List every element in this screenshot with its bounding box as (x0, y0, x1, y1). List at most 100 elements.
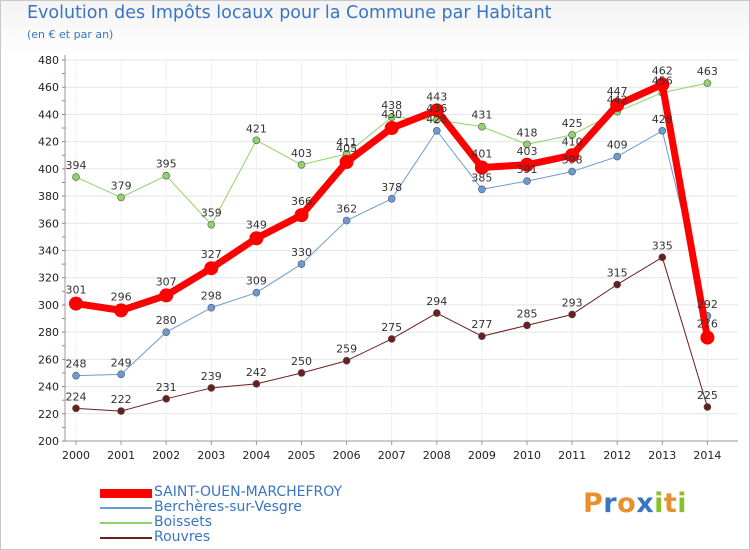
data-point (207, 384, 216, 392)
x-tick-label: 2007 (378, 449, 406, 462)
data-point (658, 126, 667, 135)
data-label: 401 (471, 147, 492, 160)
x-tick-label: 2006 (333, 449, 361, 462)
y-tick-label: 220 (38, 408, 59, 421)
y-tick-label: 340 (38, 245, 59, 258)
x-tick-label: 2014 (693, 449, 721, 462)
y-tick-label: 260 (38, 353, 59, 366)
data-point (297, 160, 306, 169)
data-label: 403 (517, 145, 538, 158)
x-tick-label: 2008 (423, 449, 451, 462)
data-label: 428 (426, 113, 447, 126)
y-tick-label: 360 (38, 217, 59, 230)
data-point (478, 185, 486, 194)
data-point (568, 167, 576, 176)
data-label: 222 (111, 393, 132, 406)
data-label: 248 (66, 358, 87, 371)
data-point (162, 328, 170, 336)
data-label: 409 (607, 139, 628, 152)
data-label: 362 (336, 203, 357, 216)
data-point (655, 77, 670, 92)
data-point (294, 208, 309, 223)
logo-letter: r (603, 488, 618, 519)
data-point (342, 216, 351, 225)
data-label: 309 (246, 275, 267, 288)
data-label: 395 (156, 158, 177, 171)
y-tick-label: 460 (38, 81, 59, 94)
data-label: 431 (471, 109, 492, 122)
y-tick-label: 400 (38, 163, 59, 176)
data-label: 447 (607, 85, 628, 98)
chart-subtitle: (en € et par an) (27, 28, 114, 41)
chart-legend: SAINT-OUEN-MARCHEFROY Berchères-sur-Vesgr… (100, 484, 400, 545)
data-point (297, 260, 306, 268)
data-label: 298 (201, 290, 222, 303)
data-label: 249 (111, 356, 132, 369)
data-label: 385 (471, 171, 492, 184)
data-point (252, 288, 261, 297)
data-label: 293 (562, 296, 583, 309)
data-point (613, 280, 622, 289)
x-tick-label: 2001 (107, 449, 135, 462)
legend-swatch (100, 488, 152, 498)
data-point (72, 173, 80, 181)
data-point (568, 131, 576, 139)
logo-letter: x (636, 488, 655, 519)
x-tick-label: 2013 (648, 449, 676, 462)
logo-letter: o (617, 488, 637, 519)
data-point (162, 395, 170, 403)
logo-letter: t (663, 488, 678, 519)
x-tick-label: 2012 (603, 449, 631, 462)
data-label: 462 (652, 64, 673, 77)
y-tick-label: 320 (38, 272, 59, 285)
data-point (249, 231, 264, 246)
data-point (72, 371, 80, 380)
data-label: 438 (381, 99, 402, 112)
data-label: 442 (607, 94, 628, 107)
x-tick-label: 2005 (288, 449, 316, 462)
data-point (432, 126, 441, 135)
data-label: 301 (66, 284, 87, 297)
data-point (162, 171, 170, 180)
data-point (69, 296, 83, 311)
legend-item: Rouvres (100, 529, 400, 545)
data-point (520, 157, 534, 172)
data-point (523, 321, 531, 330)
data-label: 456 (652, 75, 673, 88)
data-point (72, 404, 80, 413)
data-point (568, 310, 576, 319)
y-tick-label: 280 (38, 326, 59, 339)
logo-letter: i (654, 488, 664, 519)
data-point (114, 303, 129, 318)
legend-item: SAINT-OUEN-MARCHEFROY (100, 484, 400, 500)
data-label: 421 (246, 122, 267, 135)
legend-item: Berchères-sur-Vesgre (100, 499, 400, 515)
data-point (384, 121, 399, 136)
data-label: 394 (66, 159, 87, 172)
data-label: 275 (381, 321, 402, 334)
logo-letter: P (583, 488, 604, 519)
data-point (387, 194, 396, 203)
data-label: 378 (381, 181, 402, 194)
data-label: 418 (517, 126, 538, 139)
data-label: 398 (562, 154, 583, 167)
data-point (297, 369, 306, 377)
x-tick-label: 2009 (468, 449, 496, 462)
legend-label: SAINT-OUEN-MARCHEFROY (154, 484, 343, 500)
data-label: 436 (426, 102, 447, 115)
data-point (703, 79, 712, 87)
data-label: 425 (562, 117, 583, 130)
legend-label: Boissets (154, 514, 213, 530)
x-tick-label: 2000 (62, 449, 90, 462)
data-label: 327 (201, 248, 222, 261)
data-label: 349 (246, 218, 267, 231)
data-point (523, 177, 531, 185)
data-point (387, 335, 396, 343)
data-point (387, 113, 396, 121)
data-point (474, 160, 489, 175)
data-point (207, 220, 216, 229)
data-label: 403 (291, 147, 312, 160)
data-label: 285 (517, 307, 538, 320)
